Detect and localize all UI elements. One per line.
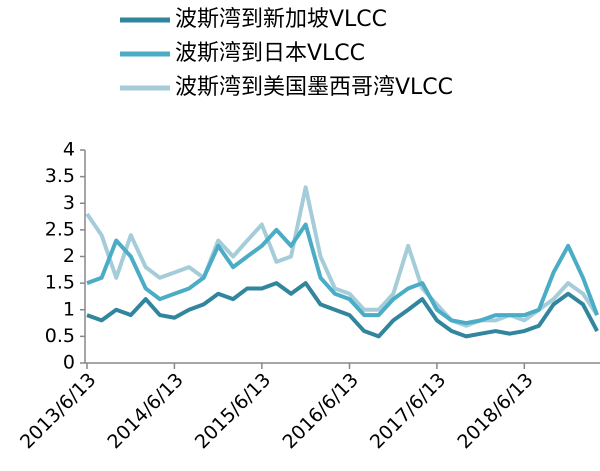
legend-label: 波斯湾到日本VLCC xyxy=(175,41,365,66)
y-tick-label: 2.5 xyxy=(45,218,75,240)
x-tick-label: 2015/6/13 xyxy=(191,369,275,453)
y-tick-label: 0 xyxy=(63,352,75,374)
series-line xyxy=(85,185,599,328)
series-line xyxy=(86,281,599,339)
series-line xyxy=(86,222,599,326)
y-tick-label: 4 xyxy=(63,139,75,161)
x-tick-label: 2018/6/13 xyxy=(453,369,537,453)
x-tick-label: 2017/6/13 xyxy=(366,369,450,453)
legend-label: 波斯湾到美国墨西哥湾VLCC xyxy=(175,75,453,100)
y-tick-label: 2 xyxy=(63,245,75,267)
y-tick-label: 3 xyxy=(63,192,75,214)
y-tick-label: 0.5 xyxy=(45,325,75,347)
y-tick-label: 1.5 xyxy=(45,272,75,294)
x-tick-label: 2013/6/13 xyxy=(16,369,100,453)
y-tick-label: 3.5 xyxy=(45,165,75,187)
plot-area xyxy=(85,185,599,339)
y-tick-label: 1 xyxy=(63,298,75,320)
x-tick-label: 2014/6/13 xyxy=(103,369,187,453)
legend-label: 波斯湾到新加坡VLCC xyxy=(175,7,387,32)
x-tick-label: 2016/6/13 xyxy=(278,369,362,453)
